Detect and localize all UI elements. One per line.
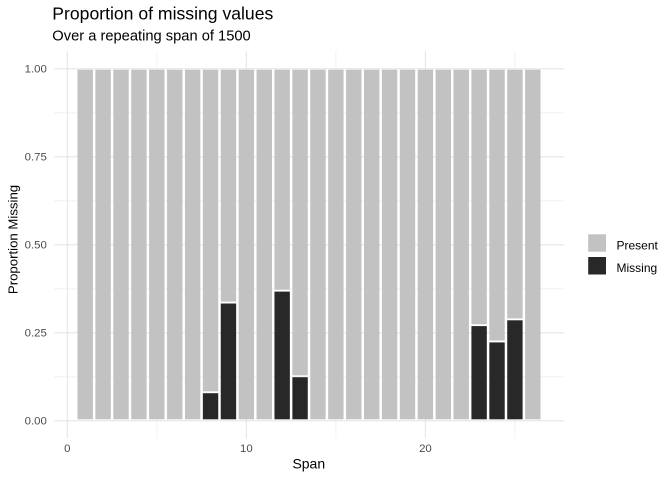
svg-text:10: 10 bbox=[240, 443, 253, 455]
svg-text:1.00: 1.00 bbox=[25, 64, 47, 76]
svg-text:Missing: Missing bbox=[617, 261, 658, 275]
svg-text:Over a repeating span of 1500: Over a repeating span of 1500 bbox=[52, 28, 250, 44]
svg-text:0.25: 0.25 bbox=[25, 328, 47, 340]
svg-text:Proportion of missing values: Proportion of missing values bbox=[52, 4, 273, 24]
svg-text:Proportion Missing: Proportion Missing bbox=[5, 185, 20, 294]
svg-text:20: 20 bbox=[419, 443, 432, 455]
svg-text:0: 0 bbox=[64, 443, 70, 455]
svg-text:0.00: 0.00 bbox=[25, 416, 47, 428]
svg-text:0.75: 0.75 bbox=[25, 152, 47, 164]
svg-text:Present: Present bbox=[617, 238, 659, 252]
svg-text:0.50: 0.50 bbox=[25, 240, 47, 252]
svg-text:Span: Span bbox=[292, 456, 325, 472]
